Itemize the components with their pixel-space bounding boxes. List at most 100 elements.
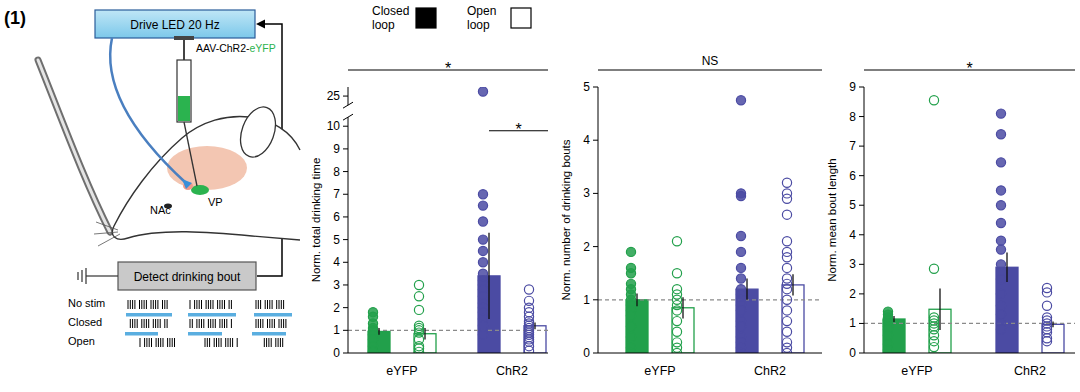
data-point (736, 247, 745, 256)
x-tick-label: eYFP (644, 364, 675, 378)
data-point (996, 218, 1005, 227)
significance-line (598, 69, 822, 70)
y-tick-label: 0 (583, 346, 590, 360)
raster-tick (162, 300, 163, 309)
raster-tick (167, 338, 168, 347)
data-point (414, 326, 423, 335)
raster-tick (163, 338, 164, 347)
region-label: VP (208, 196, 223, 208)
raster-tick (164, 300, 165, 309)
raster-tick (225, 338, 226, 347)
y-tick (859, 293, 864, 294)
data-point (996, 236, 1005, 245)
raster-tick (199, 300, 200, 309)
raster-tick (160, 338, 161, 347)
error-bar (893, 316, 894, 322)
y-axis: 0123456789Norm. mean bout length (826, 80, 864, 360)
vp-region (191, 185, 209, 195)
raster-tick (258, 300, 259, 309)
raster-tick (282, 338, 283, 347)
data-point (996, 301, 1005, 310)
legend-swatch (511, 8, 531, 28)
figure: (1)Drive LED 20 HzNAcVPAAV-ChR2-eYFPDete… (0, 0, 1080, 392)
lick-spout (38, 60, 110, 232)
data-point (996, 186, 1005, 195)
raster-tick (279, 300, 280, 309)
y-tick-label: 1 (583, 293, 590, 307)
raster-tick (213, 319, 214, 328)
raster-tick (139, 300, 140, 309)
y-tick (593, 140, 598, 141)
raster-tick (229, 300, 230, 309)
region-label: NAc (150, 204, 171, 216)
y-tick-label: 3 (849, 257, 856, 271)
raster-tick (226, 319, 227, 328)
raster-tick (208, 319, 209, 328)
data-point (736, 306, 745, 315)
raster-tick (146, 338, 147, 347)
y-tick-label: 0 (849, 346, 856, 360)
raster-tick (144, 338, 145, 347)
ground-symbol (78, 268, 86, 284)
raster-tick (210, 300, 211, 309)
raster-tick (155, 319, 156, 328)
y-tick-label: 10 (327, 119, 341, 133)
data-point (996, 109, 1005, 118)
raster-tick (146, 300, 147, 309)
error-bar (534, 322, 535, 329)
data-point (782, 274, 791, 283)
x-tick-label: ChR2 (496, 364, 528, 378)
data-point (883, 331, 892, 340)
x-axis: eYFPChR2 (864, 353, 1075, 378)
data-point (736, 191, 745, 200)
optical-fiber (110, 38, 186, 183)
data-point (672, 237, 681, 246)
y-tick-label: 0 (333, 346, 340, 360)
raster-tick (281, 319, 282, 328)
x-axis: eYFPChR2 (598, 353, 822, 378)
raster-tick (237, 338, 238, 347)
raster-tick (260, 319, 261, 328)
y-tick (343, 353, 348, 354)
data-point (929, 342, 938, 351)
raster-tick (164, 319, 165, 328)
y-tick (343, 307, 348, 308)
data-point (736, 96, 745, 105)
detect-box (118, 262, 256, 290)
data-point (736, 322, 745, 331)
significance-label: * (966, 60, 972, 77)
raster-tick (190, 300, 191, 309)
data-point (414, 292, 423, 301)
raster-tick (208, 300, 209, 309)
y-tick-label: 3 (583, 186, 590, 200)
detect-box-text: Detect drinking bout (134, 270, 241, 284)
y-tick-label: 6 (333, 210, 340, 224)
raster-tick (151, 338, 152, 347)
y-tick-label: 5 (849, 198, 856, 212)
plot-area (348, 87, 548, 353)
virus-label-part: AAV-ChR2- (196, 42, 250, 54)
data-point (672, 295, 681, 304)
data-point (996, 260, 1005, 269)
raster-tick (260, 300, 261, 309)
raster-tick (201, 300, 202, 309)
data-point (782, 194, 791, 203)
raster-tick (203, 319, 204, 328)
data-point (478, 258, 487, 267)
data-point (996, 245, 1005, 254)
raster-tick (222, 300, 223, 309)
y-tick (343, 216, 348, 217)
raster-tick (199, 319, 200, 328)
data-point (996, 130, 1005, 139)
y-tick-label: 9 (333, 142, 340, 156)
error-bar (488, 233, 489, 319)
data-point (626, 269, 635, 278)
raster-tick (209, 338, 210, 347)
raster-label: Closed (68, 316, 102, 328)
data-point (782, 343, 791, 352)
raster-tick (130, 300, 131, 309)
data-point (929, 264, 938, 273)
plot-area (864, 96, 1075, 353)
raster-tick (256, 319, 257, 328)
y-tick-label: 4 (583, 133, 590, 147)
